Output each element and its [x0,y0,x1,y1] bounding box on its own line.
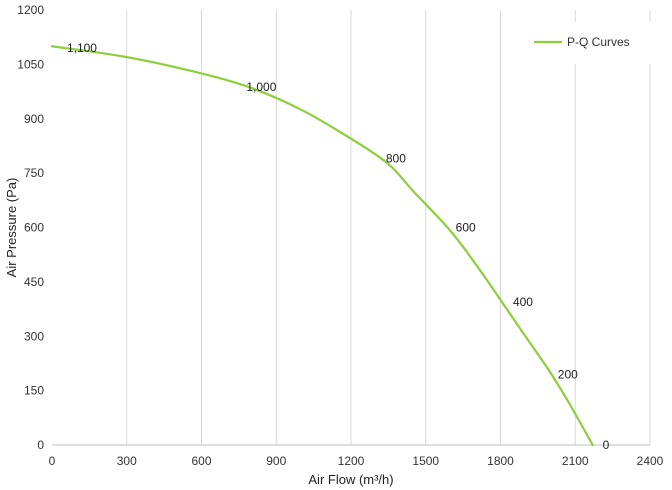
y-tick-label: 450 [24,275,44,289]
data-label: 600 [456,221,476,235]
x-tick-label: 300 [117,454,137,468]
y-axis-title: Air Pressure (Pa) [4,178,19,278]
x-tick-label: 900 [266,454,286,468]
legend: P-Q Curves [520,22,656,64]
grid [126,10,651,445]
y-axis: 0 150 300 450 600 750 900 1050 1200 [17,3,44,452]
y-tick-label: 300 [24,329,44,343]
y-tick-label: 600 [24,221,44,235]
data-label: 0 [603,438,610,452]
x-tick-label: 1200 [338,454,365,468]
data-label: 800 [386,152,406,166]
y-tick-label: 1200 [17,3,44,17]
data-label: 1,100 [67,41,97,55]
legend-label: P-Q Curves [567,35,630,49]
y-tick-label: 0 [37,438,44,452]
data-label: 200 [558,367,578,381]
x-axis: 0 300 600 900 1200 1500 1800 2100 2400 [49,454,664,468]
data-labels: 1,100 1,000 800 600 400 200 0 [67,41,610,452]
series-layer [50,45,594,447]
x-tick-label: 1800 [487,454,514,468]
y-tick-label: 150 [24,384,44,398]
series-line [50,45,594,447]
x-tick-label: 600 [191,454,211,468]
y-tick-label: 900 [24,112,44,126]
y-tick-label: 1050 [17,57,44,71]
data-label: 400 [513,295,533,309]
y-tick-label: 750 [24,166,44,180]
x-tick-label: 2400 [637,454,664,468]
x-tick-label: 1500 [412,454,439,468]
x-tick-label: 0 [49,454,56,468]
data-label: 1,000 [246,80,276,94]
x-tick-label: 2100 [562,454,589,468]
x-axis-title: Air Flow (m³/h) [308,472,393,487]
